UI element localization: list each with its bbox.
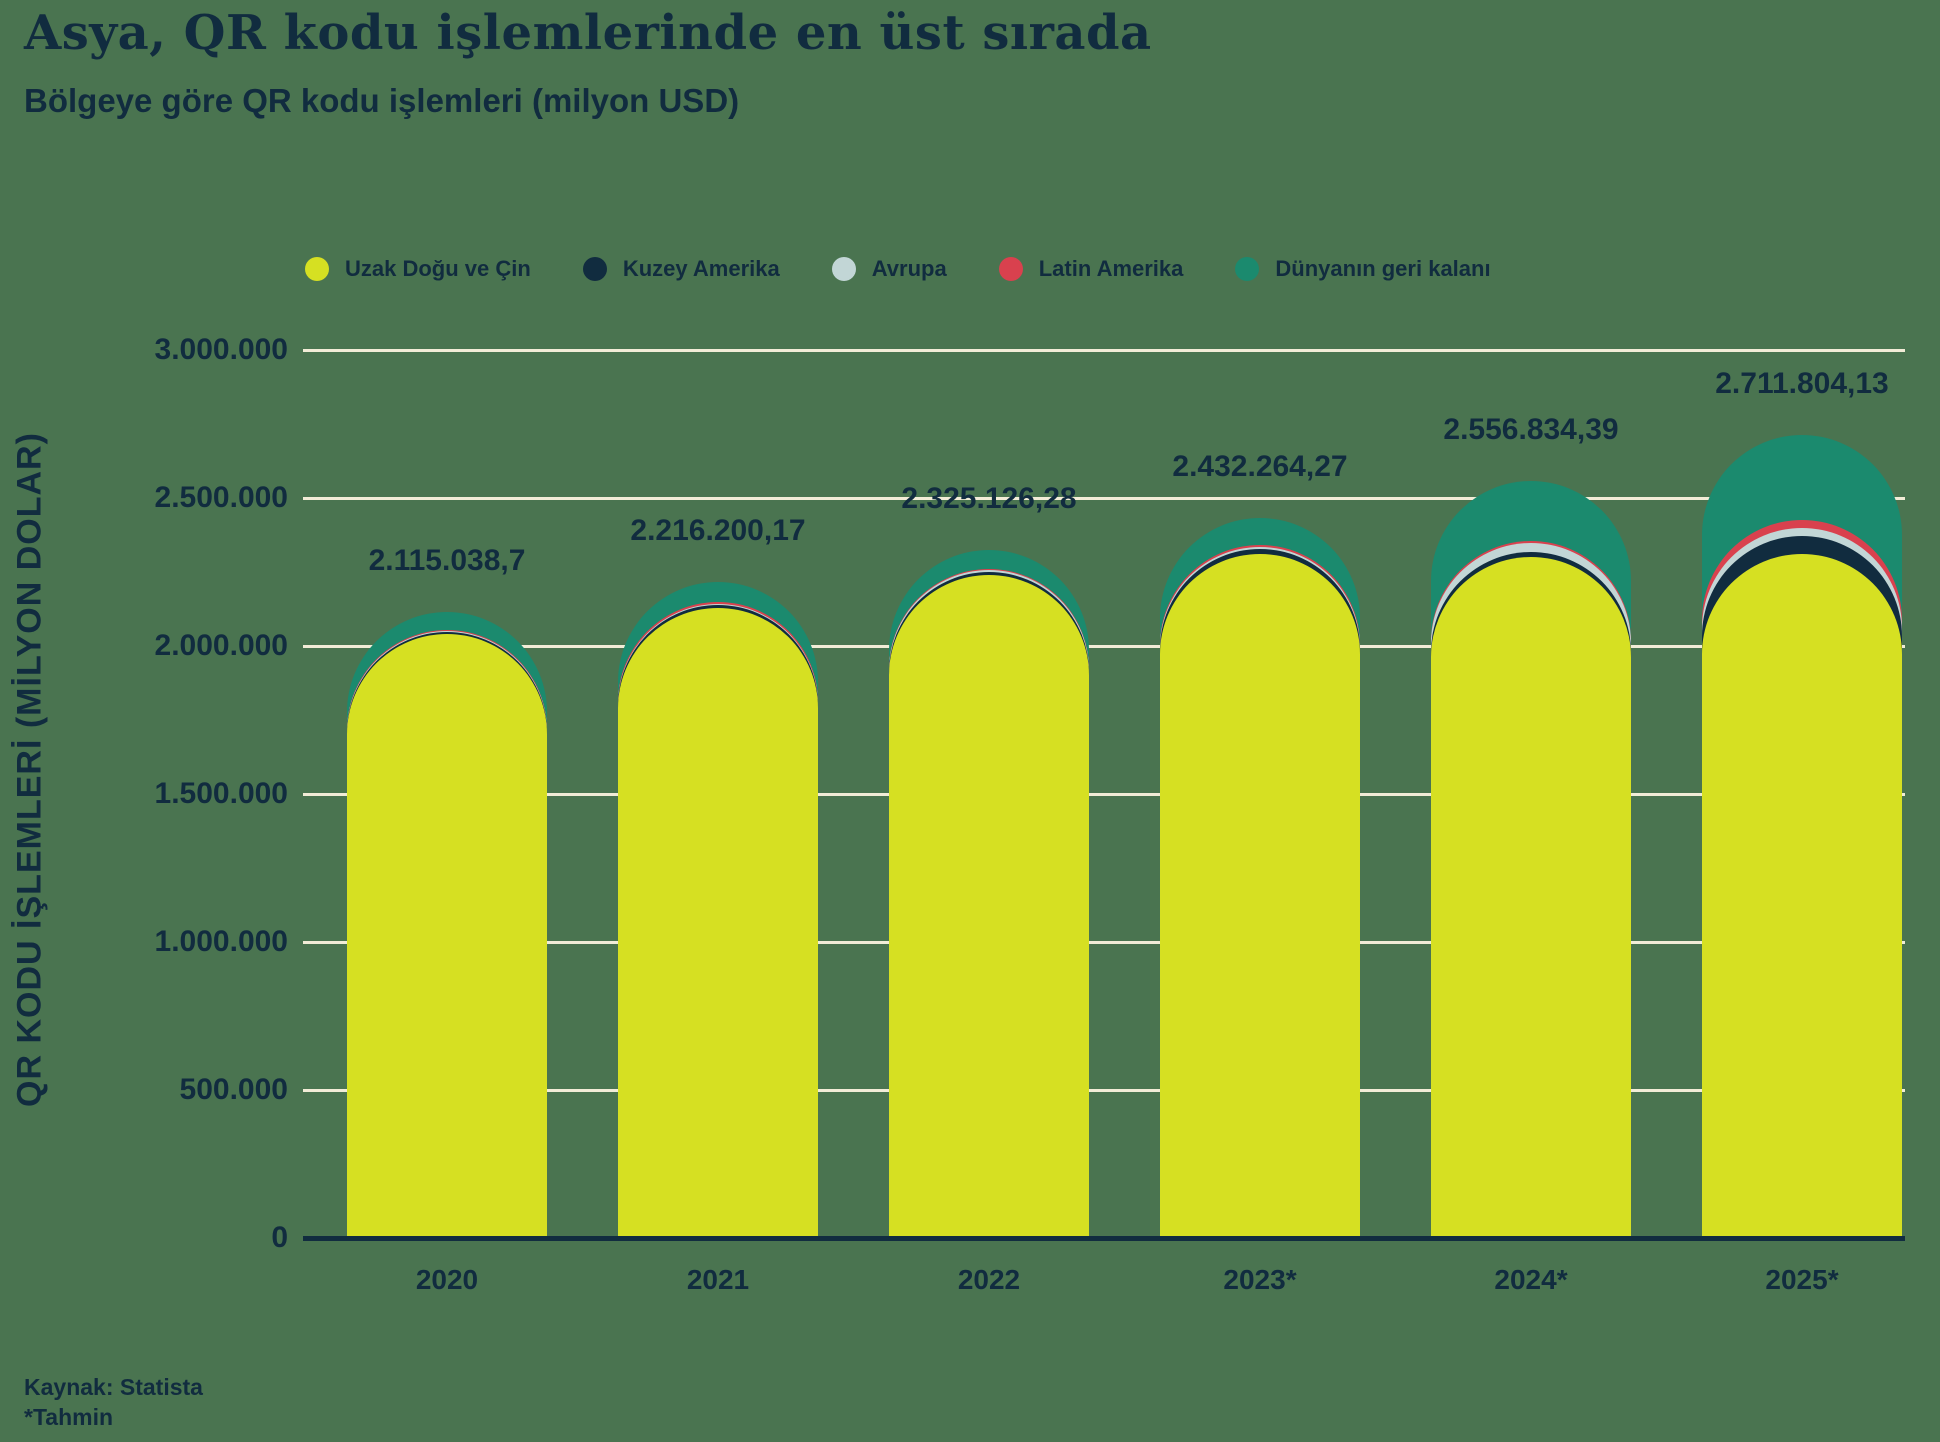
x-tick-label-2022: 2022 — [957, 1264, 1021, 1295]
chart-title: Asya, QR kodu işlemlerinde en üst sırada — [24, 5, 1152, 61]
source-note: Kaynak: Statista *Tahmin — [24, 1372, 203, 1432]
legend-item-1: Uzak Doğu ve Çin — [305, 256, 531, 282]
legend-dot-icon — [998, 257, 1023, 281]
bar-2023*-Uzak Doğu ve Çin — [1160, 554, 1360, 1238]
gridline-2.000.000 — [303, 645, 1905, 648]
total-label-2021: 2.216.200,17 — [630, 514, 806, 547]
x-tick-label-2024*: 2024* — [1494, 1264, 1568, 1295]
bar-2024*-Uzak Doğu ve Çin — [1431, 557, 1631, 1238]
y-tick-label: 1.000.000 — [154, 925, 288, 958]
footnote-line: *Tahmin — [24, 1404, 114, 1430]
gridline-2.500.000 — [303, 497, 1905, 500]
total-label-2024*: 2.556.834,39 — [1443, 413, 1619, 447]
bar-2025*-Uzak Doğu ve Çin — [1702, 554, 1902, 1238]
legend-item-4: Latin Amerika — [998, 256, 1184, 282]
legend-dot-icon — [582, 257, 607, 281]
bar-2022-Uzak Doğu ve Çin — [889, 574, 1089, 1238]
total-label-2022: 2.325.126,28 — [901, 481, 1077, 515]
legend-dot-icon — [305, 257, 329, 281]
x-tick-label-2020: 2020 — [415, 1264, 479, 1295]
source-line: Kaynak: Statista — [24, 1374, 203, 1400]
gridline-3.000.000 — [303, 349, 1905, 352]
y-tick-label: 3.000.000 — [154, 333, 288, 366]
x-tick-label-2021: 2021 — [686, 1264, 750, 1295]
legend-item-label: Dünyanın geri kalanı — [1275, 256, 1491, 281]
legend-item-label: Avrupa — [871, 256, 947, 281]
total-label-2025*: 2.711.804,13 — [1715, 367, 1889, 401]
legend-dot-icon — [1235, 257, 1260, 281]
x-axis-line — [303, 1236, 1905, 1241]
y-tick-label: 2.000.000 — [154, 629, 288, 662]
legend: Uzak Doğu ve Çin Kuzey Amerika Avrupa Latin… — [305, 256, 1491, 282]
y-tick-label: 1.500.000 — [154, 777, 288, 810]
y-tick-label: 0 — [271, 1221, 288, 1254]
legend-item-label: Latin Amerika — [1038, 256, 1184, 281]
legend-item-label: Uzak Doğu ve Çin — [345, 256, 531, 281]
total-label-2023*: 2.432.264,27 — [1172, 450, 1348, 484]
y-tick-label: 2.500.000 — [154, 481, 288, 514]
gridline-1.500.000 — [303, 793, 1905, 796]
gridline-1.000.000 — [303, 941, 1905, 944]
bar-2021-Uzak Doğu ve Çin — [618, 607, 818, 1238]
x-tick-label-2023*: 2023* — [1223, 1264, 1297, 1295]
legend-item-5: Dünyanın geri kalanı — [1235, 256, 1491, 282]
bar-2020-Uzak Doğu ve Çin — [347, 634, 547, 1238]
legend-item-3: Avrupa — [831, 256, 947, 282]
legend-item-2: Kuzey Amerika — [582, 256, 780, 282]
legend-dot-icon — [831, 257, 856, 281]
chart-subtitle: Bölgeye göre QR kodu işlemleri (milyon U… — [24, 82, 740, 119]
x-tick-label-2025*: 2025* — [1765, 1264, 1839, 1295]
legend-item-label: Kuzey Amerika — [622, 256, 780, 281]
gridline-500.000 — [303, 1089, 1905, 1092]
total-label-2020: 2.115.038,7 — [368, 543, 526, 577]
y-tick-label: 500.000 — [179, 1073, 288, 1106]
